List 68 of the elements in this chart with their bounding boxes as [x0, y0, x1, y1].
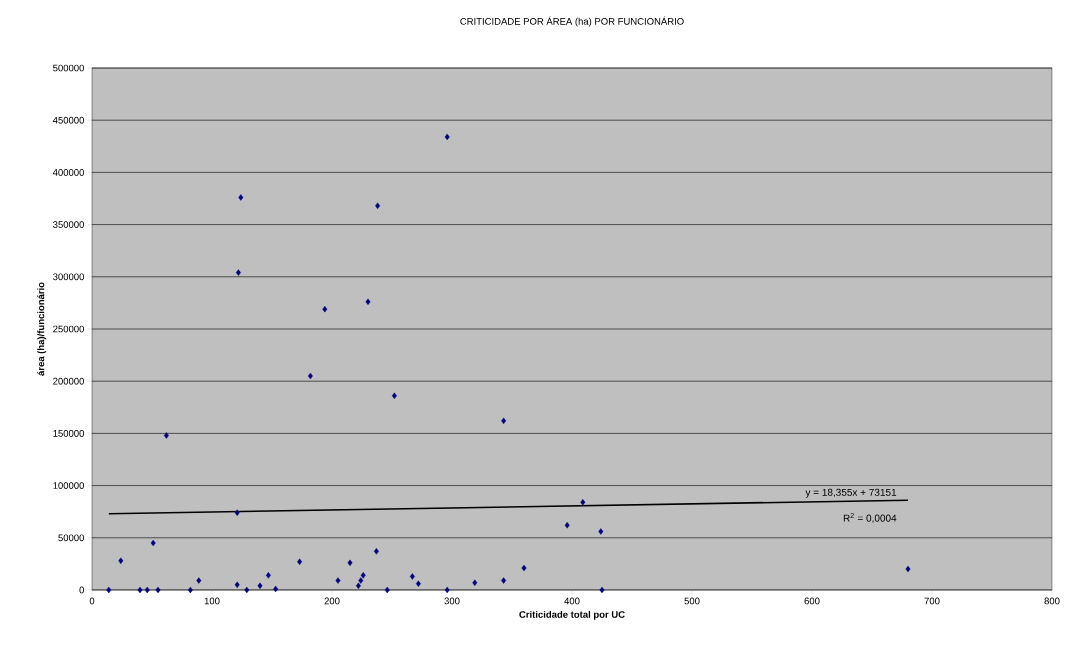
point — [118, 557, 124, 564]
point — [144, 586, 150, 594]
x-tick-label: 400 — [564, 597, 580, 605]
y-tick-label: 50000 — [58, 534, 84, 542]
point — [187, 586, 193, 594]
point — [472, 579, 478, 586]
point — [905, 565, 911, 573]
point — [196, 577, 202, 584]
point — [501, 577, 507, 584]
annotation: R$^{2}$ = 0,0004 — [843, 513, 897, 523]
y-tick-label: 500000 — [53, 64, 84, 72]
x-tick-label: 600 — [804, 597, 820, 605]
point — [580, 499, 586, 506]
point — [384, 586, 390, 594]
point — [234, 581, 240, 588]
point — [444, 586, 450, 594]
point — [598, 528, 604, 535]
y-axis-title: área (ha)/funcionário — [37, 282, 47, 376]
x-tick-label: 300 — [444, 597, 460, 605]
y-tick-label: 250000 — [53, 325, 84, 333]
y-tick-label: 400000 — [52, 169, 84, 176]
point — [365, 298, 371, 306]
y-tick-label: 450000 — [52, 116, 84, 124]
y-tick-label: 350000 — [53, 221, 84, 228]
point — [599, 586, 605, 594]
y-tick-label: 200000 — [53, 377, 84, 385]
point — [375, 202, 381, 209]
x-tick-label: 700 — [924, 597, 940, 605]
x-tick-label: 100 — [204, 597, 220, 605]
point — [155, 586, 161, 594]
point — [235, 269, 241, 276]
point — [322, 305, 328, 313]
point — [307, 372, 313, 380]
x-tick-label: 0 — [89, 597, 95, 605]
point — [106, 586, 112, 594]
point — [265, 572, 271, 579]
point — [137, 586, 143, 594]
x-tick-label: 200 — [324, 597, 340, 605]
x-tick-label: 500 — [684, 597, 700, 605]
point — [244, 586, 250, 594]
chart-title: CRITICIDADE POR ÁREA (ha) POR FUNCIONÁRIO — [460, 16, 684, 27]
point — [234, 509, 240, 516]
point — [238, 194, 244, 201]
point — [415, 580, 421, 587]
point — [257, 582, 263, 590]
x-tick-label: 800 — [1044, 597, 1060, 605]
point — [355, 582, 361, 590]
point — [564, 522, 570, 529]
x-axis-title: Criticidade total por UC — [519, 610, 625, 620]
point — [163, 432, 169, 439]
point — [150, 539, 156, 547]
point — [297, 558, 303, 565]
y-tick-label: 300000 — [53, 273, 84, 281]
point — [444, 133, 450, 141]
y-tick-label: 100000 — [53, 482, 84, 489]
point — [391, 392, 397, 400]
y-tick-label: 0 — [79, 586, 84, 594]
y-tick-label: 150000 — [53, 430, 84, 437]
annotation: y = 18,355x + 73151 — [805, 488, 897, 498]
point — [521, 564, 527, 572]
point — [409, 573, 415, 580]
point — [358, 577, 364, 584]
point — [360, 572, 366, 579]
point — [501, 417, 507, 425]
point — [335, 577, 341, 584]
point — [347, 559, 353, 567]
point — [373, 548, 379, 555]
point — [273, 585, 279, 593]
